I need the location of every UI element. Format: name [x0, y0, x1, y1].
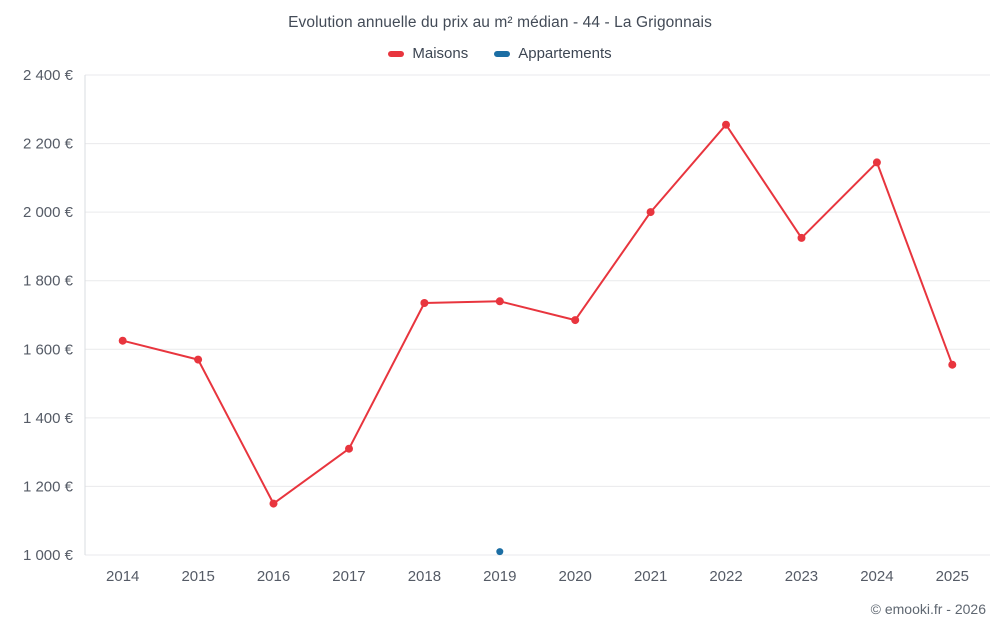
- data-point-maisons-2017[interactable]: [345, 444, 353, 453]
- x-tick-label: 2014: [106, 568, 139, 585]
- x-tick-label: 2016: [257, 568, 290, 585]
- y-tick-label: 1 600 €: [23, 341, 74, 358]
- data-point-maisons-2014[interactable]: [118, 336, 127, 345]
- x-tick-label: 2019: [483, 568, 516, 585]
- y-tick-label: 1 800 €: [23, 273, 74, 290]
- data-point-maisons-2023[interactable]: [797, 233, 806, 242]
- x-tick-label: 2021: [634, 568, 667, 585]
- data-point-maisons-2019[interactable]: [495, 297, 504, 306]
- series-line-maisons: [121, 123, 954, 505]
- x-tick-label: 2025: [936, 568, 969, 585]
- x-tick-label: 2023: [785, 568, 818, 585]
- chart-title: Evolution annuelle du prix au m² médian …: [288, 14, 712, 31]
- x-tick-label: 2017: [332, 568, 365, 585]
- data-point-maisons-2016[interactable]: [269, 499, 278, 508]
- y-tick-label: 2 000 €: [23, 204, 74, 221]
- y-tick-label: 1 000 €: [23, 547, 74, 564]
- data-point-maisons-2021[interactable]: [646, 208, 655, 217]
- chart-legend: Maisons Appartements: [0, 45, 1000, 62]
- legend-label-maisons: Maisons: [412, 45, 469, 62]
- copyright-text: © emooki.fr - 2026: [870, 601, 986, 617]
- legend-item-appartements[interactable]: Appartements: [494, 45, 612, 62]
- data-point-appartements-2019[interactable]: [496, 548, 504, 556]
- x-tick-label: 2018: [408, 568, 441, 585]
- maisons-swatch-icon: [388, 50, 405, 57]
- x-tick-label: 2022: [709, 568, 742, 585]
- data-point-maisons-2015[interactable]: [194, 355, 203, 364]
- x-tick-label: 2024: [860, 568, 893, 585]
- legend-label-appartements: Appartements: [518, 45, 612, 62]
- x-tick-label: 2020: [559, 568, 592, 585]
- data-point-maisons-2020[interactable]: [571, 316, 580, 325]
- y-tick-label: 2 400 €: [23, 67, 74, 84]
- data-point-maisons-2025[interactable]: [948, 360, 957, 369]
- y-tick-label: 1 400 €: [23, 410, 74, 427]
- appartements-swatch-icon: [494, 50, 511, 57]
- data-point-maisons-2018[interactable]: [420, 299, 429, 307]
- data-point-maisons-2024[interactable]: [872, 158, 881, 167]
- data-point-maisons-2022[interactable]: [722, 120, 730, 129]
- y-tick-label: 2 200 €: [23, 136, 74, 153]
- legend-item-maisons[interactable]: Maisons: [388, 45, 468, 62]
- y-tick-label: 1 200 €: [23, 478, 74, 495]
- x-tick-label: 2015: [181, 568, 214, 585]
